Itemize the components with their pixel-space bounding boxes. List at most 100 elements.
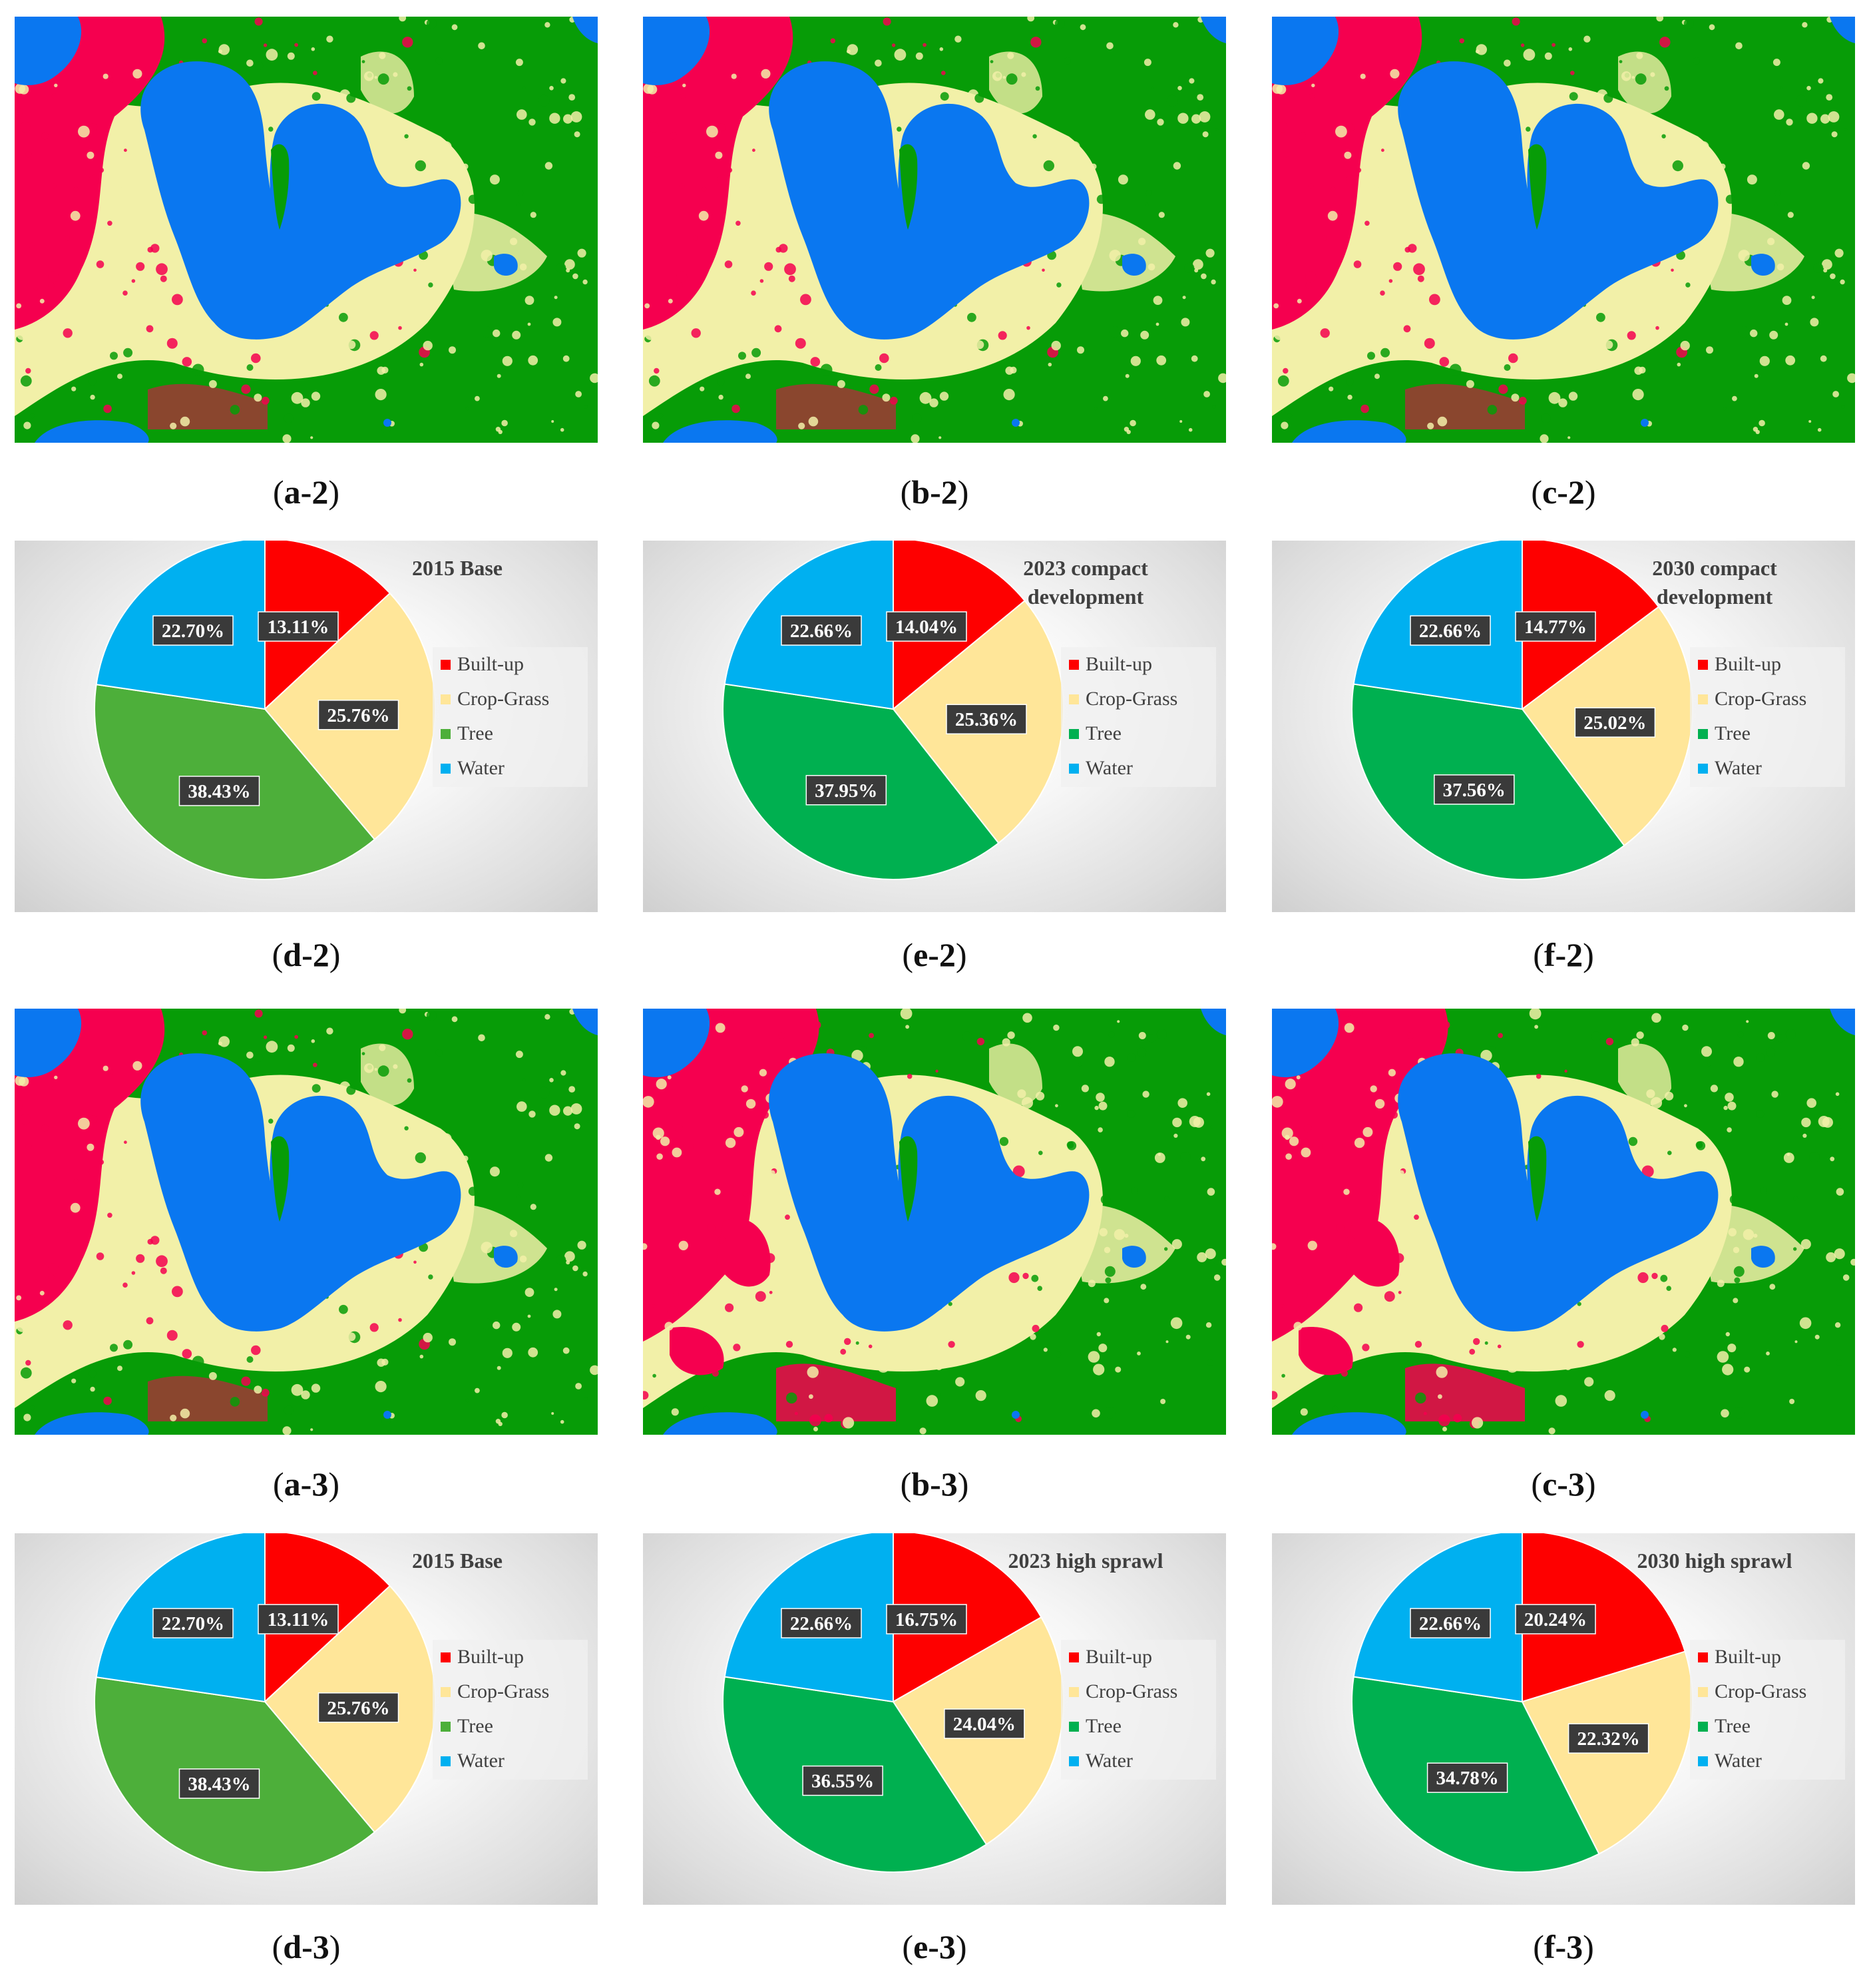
legend-swatch — [441, 1687, 451, 1697]
data-label-text: 22.66% — [1419, 621, 1482, 642]
panel-label-text: c-2 — [1542, 473, 1585, 511]
data-label-text: 22.66% — [790, 621, 853, 642]
legend-label: Tree — [1086, 722, 1122, 744]
pie-slice-built-up — [893, 1533, 1042, 1703]
data-label-text: 24.04% — [953, 1714, 1016, 1735]
legend-swatch — [441, 660, 451, 670]
legend-label: Water — [1086, 1750, 1133, 1772]
panel-label: (e-3) — [902, 1928, 967, 1965]
data-label: 13.11% — [258, 611, 339, 642]
pie-chart-e-3: 16.75% 24.04% 36.55% 22.66% 2023 high sprawl… — [643, 1533, 1226, 1905]
panel-label: (a-3) — [273, 1465, 339, 1503]
pie-chart-d-3: 13.11% 25.76% 38.43% 22.70% 2015 Base Built-u… — [15, 1533, 598, 1905]
map-a-2 — [15, 17, 598, 443]
map-b-2 — [643, 17, 1226, 443]
data-label-text: 37.56% — [1443, 780, 1506, 801]
data-label: 16.75% — [886, 1604, 967, 1634]
legend-swatch — [441, 1722, 451, 1732]
legend-label: Built-up — [457, 653, 524, 675]
pie-chart-f-3: 20.24% 22.32% 34.78% 22.66% 2030 high sprawl… — [1272, 1533, 1855, 1905]
legend-label: Built-up — [1715, 1646, 1781, 1668]
legend-label: Crop-Grass — [457, 1680, 549, 1702]
legend-label: Crop-Grass — [1086, 1680, 1177, 1702]
legend-label: Tree — [1715, 722, 1751, 744]
data-label: 25.76% — [317, 1692, 399, 1723]
panel-label-text: a-3 — [284, 1465, 329, 1503]
chart-title: 2023 compact development — [1023, 556, 1148, 609]
legend: Built-up Crop-Grass Tree Water — [1061, 1640, 1216, 1780]
legend-label: Built-up — [1715, 653, 1781, 675]
legend-swatch — [1698, 660, 1708, 670]
data-label-text: 34.78% — [1436, 1768, 1498, 1789]
legend-swatch — [1069, 1756, 1079, 1766]
legend-swatch — [441, 1652, 451, 1662]
panel-label: (d-3) — [272, 1928, 341, 1965]
legend-swatch — [1698, 1652, 1708, 1662]
legend-label: Crop-Grass — [1086, 688, 1177, 710]
data-label: 22.70% — [152, 615, 234, 646]
legend: Built-up Crop-Grass Tree Water — [433, 1640, 588, 1780]
legend: Built-up Crop-Grass Tree Water — [1061, 647, 1216, 787]
map-c-3 — [1272, 1009, 1855, 1435]
data-label: 22.66% — [781, 1608, 862, 1638]
pie-chart-d-2: 13.11% 25.76% 38.43% 22.70% 2015 Base Built-u… — [15, 541, 598, 912]
legend-label: Crop-Grass — [1715, 1680, 1806, 1702]
chart-title: 2015 Base — [412, 1549, 503, 1573]
panel-label-text: d-3 — [283, 1928, 329, 1965]
data-label-text: 38.43% — [188, 781, 250, 802]
legend-swatch — [1698, 764, 1708, 774]
data-label-text: 25.76% — [327, 1698, 389, 1719]
legend-swatch — [1069, 660, 1079, 670]
panel-label-text: d-2 — [283, 936, 329, 973]
panel-label: (f-3) — [1533, 1928, 1594, 1965]
legend-swatch — [441, 1756, 451, 1766]
data-label: 34.78% — [1426, 1762, 1508, 1793]
data-label: 20.24% — [1515, 1604, 1596, 1634]
data-label-text: 16.75% — [895, 1609, 958, 1630]
data-label: 22.66% — [1410, 1608, 1491, 1638]
legend-swatch — [1698, 1756, 1708, 1766]
legend-swatch — [1069, 764, 1079, 774]
panel-label: (d-2) — [272, 936, 341, 973]
legend-swatch — [1069, 694, 1079, 704]
legend-label: Water — [1715, 757, 1762, 779]
legend-swatch — [1069, 729, 1079, 739]
legend-swatch — [1698, 1687, 1708, 1697]
data-label: 25.76% — [317, 700, 399, 730]
panel-label-text: b-3 — [911, 1465, 958, 1503]
data-label: 22.32% — [1567, 1723, 1649, 1754]
svg-text:2030 high sprawl: 2030 high sprawl — [1637, 1549, 1792, 1573]
legend-label: Water — [457, 757, 505, 779]
legend-swatch — [1069, 1652, 1079, 1662]
chart-title: 2015 Base — [412, 556, 503, 580]
svg-text:development: development — [1657, 585, 1773, 609]
panel-label-text: f-3 — [1544, 1928, 1583, 1965]
data-label: 22.66% — [1410, 615, 1491, 646]
pie-chart-f-2: 14.77% 25.02% 37.56% 22.66% 2030 compact deve… — [1272, 541, 1855, 912]
data-label: 22.66% — [781, 615, 862, 646]
legend-label: Built-up — [457, 1646, 524, 1668]
svg-text:2030 compact: 2030 compact — [1652, 556, 1777, 580]
panel-label: (b-2) — [900, 473, 969, 511]
map-c-2 — [1272, 17, 1855, 443]
chart-title: 2030 high sprawl — [1637, 1549, 1792, 1573]
legend-swatch — [441, 764, 451, 774]
panel-label: (f-2) — [1533, 936, 1594, 973]
data-label-text: 13.11% — [268, 1609, 329, 1630]
data-label-text: 22.66% — [790, 1613, 853, 1634]
legend-swatch — [1069, 1687, 1079, 1697]
data-label-text: 14.04% — [895, 617, 958, 638]
data-label-text: 36.55% — [811, 1771, 874, 1792]
data-label: 37.95% — [805, 775, 887, 806]
panel-label-text: b-2 — [911, 473, 958, 511]
legend-swatch — [441, 729, 451, 739]
map-a-3 — [15, 1009, 598, 1435]
chart-title: 2023 high sprawl — [1008, 1549, 1163, 1573]
legend-label: Built-up — [1086, 653, 1152, 675]
data-label-text: 25.02% — [1583, 712, 1646, 734]
data-label-text: 13.11% — [268, 617, 329, 638]
data-label: 37.56% — [1434, 774, 1515, 805]
panel-label-text: f-2 — [1544, 936, 1583, 973]
data-label: 38.43% — [178, 1768, 260, 1799]
